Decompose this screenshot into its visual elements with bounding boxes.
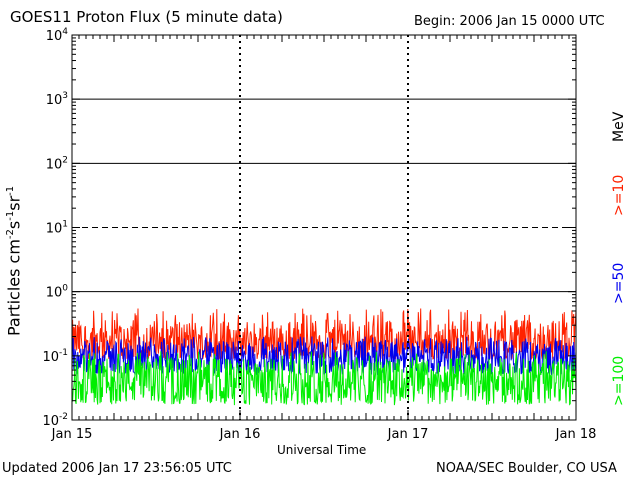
y-tick-label: 101 (46, 220, 68, 237)
y-tick-label: 103 (46, 91, 68, 108)
y-tick-label: 100 (46, 284, 69, 301)
legend-unit: MeV (611, 111, 627, 142)
begin-time-label: Begin: 2006 Jan 15 0000 UTC (414, 14, 605, 29)
y-tick-label: 10-2 (42, 412, 68, 429)
updated-timestamp: Updated 2006 Jan 17 23:56:05 UTC (2, 461, 232, 476)
y-axis-title-exp1: -2 (5, 229, 16, 240)
y-tick-label: 10-1 (42, 348, 68, 365)
y-axis-title: Particles cm-2s-1sr-1 (4, 185, 24, 336)
y-tick-label: 104 (46, 27, 69, 44)
y-axis-title-exp2: -1 (5, 210, 16, 221)
y-tick-label: 102 (46, 155, 68, 172)
x-tick-label: Jan 15 (51, 427, 93, 442)
y-axis-title-exp3: -1 (5, 185, 16, 196)
x-tick-label: Jan 17 (387, 427, 429, 442)
x-tick-label: Jan 18 (555, 427, 597, 442)
series-line-gte100 (71, 351, 577, 406)
legend-entry-gte50: >=50 (611, 262, 627, 304)
source-credit: NOAA/SEC Boulder, CO USA (436, 461, 617, 476)
y-axis-title-sr: sr (4, 195, 24, 211)
x-tick-label: Jan 16 (219, 427, 261, 442)
legend-entry-gte100: >=100 (611, 355, 627, 406)
legend-entry-gte10: >=10 (611, 174, 627, 216)
y-axis-title-s: s (4, 220, 24, 230)
y-axis-title-base: Particles cm (4, 239, 24, 336)
x-axis-title: Universal Time (277, 443, 367, 457)
chart-title: GOES11 Proton Flux (5 minute data) (10, 8, 283, 26)
